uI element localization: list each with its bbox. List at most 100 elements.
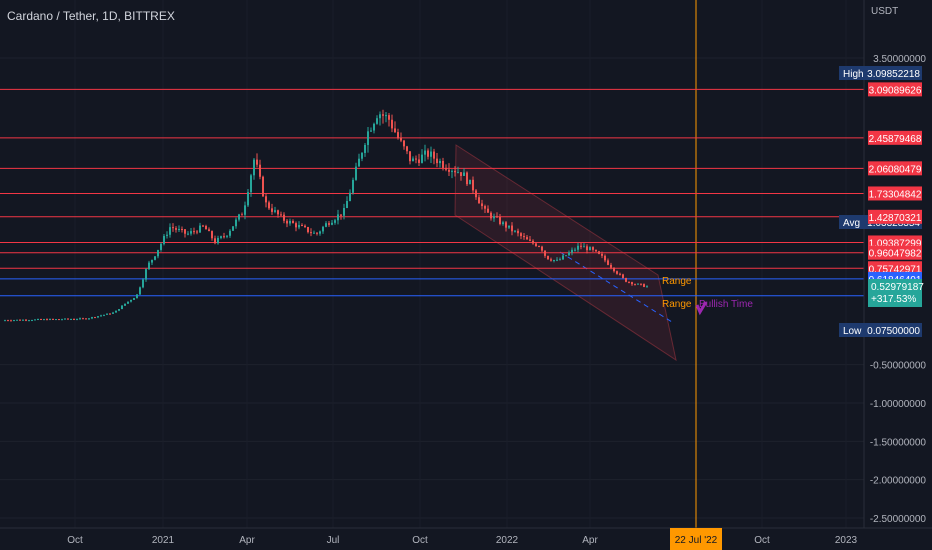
candle-body — [553, 260, 555, 262]
candle-body — [301, 225, 303, 227]
candle-body — [379, 114, 381, 119]
candle-body — [118, 309, 120, 311]
candle-body — [607, 260, 609, 265]
candle-body — [370, 130, 372, 132]
candle-body — [643, 284, 645, 287]
candle-body — [457, 172, 459, 174]
candle-body — [37, 319, 39, 321]
candle-body — [58, 319, 60, 321]
x-tick-label: 2023 — [835, 535, 858, 546]
candle-body — [385, 115, 387, 117]
level-price-box — [868, 186, 922, 201]
y-tick-label: -0.50000000 — [870, 361, 927, 372]
candle-body — [577, 245, 579, 250]
candle-body — [100, 315, 102, 317]
candle-body — [205, 226, 207, 230]
candle-body — [535, 243, 537, 247]
level-price-text: 0.75742971 — [869, 264, 922, 275]
candle-body — [634, 284, 636, 286]
candle-body — [166, 234, 168, 236]
level-price-text: 3.09089626 — [869, 85, 922, 96]
candle-body — [436, 158, 438, 164]
candle-body — [628, 281, 630, 283]
candle-body — [157, 249, 159, 257]
candle-body — [499, 216, 501, 225]
candle-body — [415, 158, 417, 160]
candle-body — [121, 305, 123, 310]
candle-body — [502, 222, 504, 225]
candle-body — [175, 228, 177, 230]
candle-body — [292, 220, 294, 224]
candle-body — [358, 158, 360, 167]
candle-body — [160, 243, 162, 250]
price-gridlines — [0, 57, 864, 519]
candle-body — [220, 236, 222, 238]
candle-body — [148, 262, 150, 270]
candle-body — [514, 230, 516, 232]
candle-body — [88, 318, 90, 320]
candle-body — [274, 210, 276, 212]
candle-body — [373, 123, 375, 131]
candle-body — [307, 227, 309, 233]
candle-body — [562, 255, 564, 260]
candle-body — [538, 246, 540, 248]
candle-body — [151, 259, 153, 263]
y-tick-label: -2.50000000 — [870, 514, 927, 525]
candle-body — [451, 170, 453, 172]
candle-body — [277, 210, 279, 215]
candle-body — [304, 225, 306, 228]
candle-body — [529, 239, 531, 241]
candle-body — [247, 192, 249, 206]
candle-body — [640, 283, 642, 285]
last-price-change: +317.53% — [871, 294, 916, 305]
candle-body — [178, 228, 180, 230]
candle-body — [619, 273, 621, 275]
candle-body — [265, 196, 267, 203]
last-price-label: 0.52979187 +317.53% — [868, 279, 924, 307]
candle-body — [445, 167, 447, 170]
candle-body — [346, 201, 348, 209]
candle-body — [208, 229, 210, 232]
candle-body — [4, 320, 6, 322]
candle-body — [217, 237, 219, 244]
candle-body — [532, 240, 534, 244]
candle-body — [592, 247, 594, 250]
x-tick-label: Oct — [754, 535, 770, 546]
candle-body — [550, 259, 552, 261]
candle-body — [487, 208, 489, 213]
candle-body — [310, 232, 312, 234]
candle-body — [124, 303, 126, 306]
stat-name: Low — [843, 326, 862, 337]
candle-body — [55, 319, 57, 321]
stat-box — [839, 66, 922, 80]
candle-body — [214, 238, 216, 244]
candle-body — [523, 236, 525, 238]
candle-body — [616, 271, 618, 274]
candle-body — [211, 231, 213, 239]
candle-body — [103, 314, 105, 316]
candle-body — [466, 172, 468, 185]
candle-body — [646, 286, 648, 288]
candle-body — [322, 226, 324, 232]
candle-body — [298, 225, 300, 228]
candle-body — [442, 160, 444, 168]
candle-body — [112, 312, 114, 314]
candle-body — [268, 202, 270, 209]
candle-body — [637, 283, 639, 285]
level-price-box — [868, 130, 922, 145]
candle-body — [271, 208, 273, 212]
stat-name: High — [843, 69, 864, 80]
currency-unit: USDT — [871, 6, 899, 17]
candle-body — [439, 160, 441, 164]
candle-body — [316, 232, 318, 234]
candle-body — [319, 231, 321, 234]
candle-body — [421, 154, 423, 163]
x-tick-label: 2021 — [152, 535, 175, 546]
candle-body — [283, 214, 285, 221]
candle-body — [82, 318, 84, 320]
candle-body — [256, 159, 258, 165]
x-tick-label: Apr — [239, 535, 255, 546]
candle-body — [517, 230, 519, 234]
y-tick-label: 3.50000000 — [873, 54, 926, 65]
